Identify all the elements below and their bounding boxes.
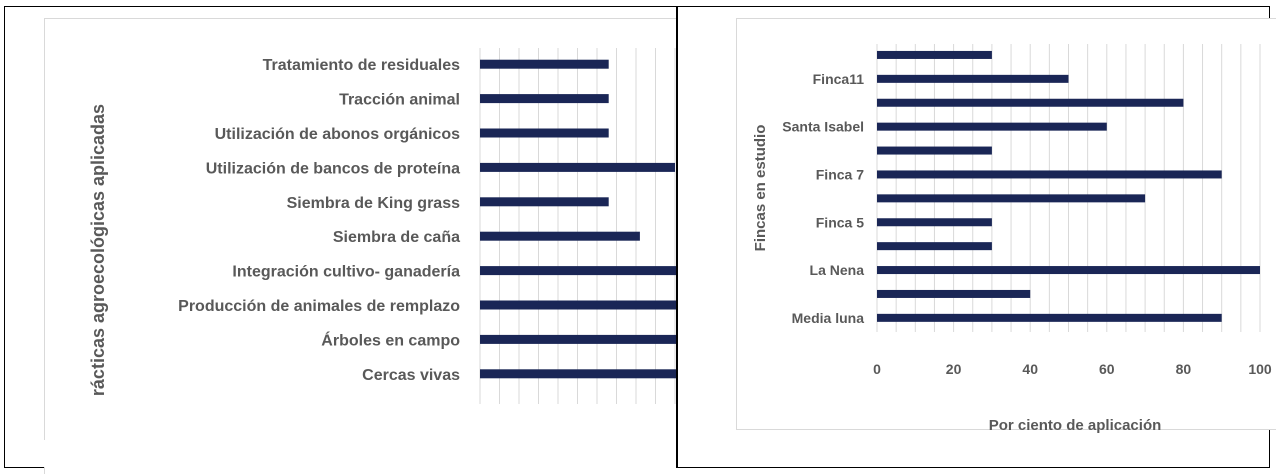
bar — [877, 50, 992, 59]
category-label: Santa Isabel — [782, 119, 864, 135]
bar — [877, 242, 992, 251]
left-panel: Tratamiento de residuales Tracción animal… — [44, 18, 676, 474]
bar — [480, 231, 640, 241]
bar — [877, 289, 1031, 298]
category-label: Tracción animal — [339, 92, 460, 109]
bar — [480, 162, 675, 172]
category-label: Media luna — [792, 310, 865, 326]
category-label: Cercas vivas — [362, 367, 460, 384]
category-label: Utilización de bancos de proteína — [206, 160, 460, 177]
bar — [480, 59, 609, 69]
bar — [480, 300, 676, 310]
bar — [877, 266, 1260, 275]
category-label: Utilización de abonos orgánicos — [215, 126, 460, 143]
bar — [480, 266, 676, 276]
bottom-crop — [5, 440, 1269, 467]
x-tick-label: 80 — [1176, 361, 1192, 377]
right-chart-card — [736, 18, 1276, 430]
category-label: Finca11 — [813, 71, 865, 87]
bar — [877, 98, 1184, 107]
y-axis-title: rácticas agroecológicas aplicadas — [88, 104, 108, 396]
x-axis-title: Por ciento de aplicación — [989, 417, 1162, 434]
bar — [877, 122, 1107, 131]
category-label: Producción de animales de remplazo — [178, 298, 460, 315]
bar — [877, 218, 992, 227]
category-label: Siembra de caña — [333, 229, 460, 246]
bar — [877, 194, 1146, 203]
bar — [877, 170, 1222, 179]
category-label: La Nena — [810, 262, 865, 278]
category-label: Tratamiento de residuales — [263, 57, 461, 74]
x-tick-label: 60 — [1099, 361, 1115, 377]
bar — [480, 128, 609, 138]
category-label: Siembra de King grass — [287, 195, 460, 212]
x-tick-label: 0 — [873, 361, 881, 377]
bar — [877, 313, 1222, 322]
category-label: Integración cultivo- ganadería — [232, 264, 460, 281]
bar — [480, 369, 676, 379]
category-label: Finca 5 — [816, 214, 864, 230]
y-axis-title: Fincas en estudio — [752, 125, 769, 252]
left-chart: Tratamiento de residuales Tracción animal… — [88, 48, 676, 462]
bar — [877, 146, 992, 155]
x-tick-label: 20 — [946, 361, 962, 377]
category-label: Finca 7 — [816, 166, 864, 182]
category-label: Árboles en campo — [321, 330, 460, 349]
bar — [480, 94, 609, 104]
bar — [877, 74, 1069, 83]
bar — [480, 197, 609, 207]
x-tick-label: 100 — [1248, 361, 1272, 377]
left-chart-card — [44, 18, 676, 474]
bar — [480, 334, 676, 344]
x-tick-label: 40 — [1022, 361, 1038, 377]
panel-divider — [676, 6, 678, 468]
